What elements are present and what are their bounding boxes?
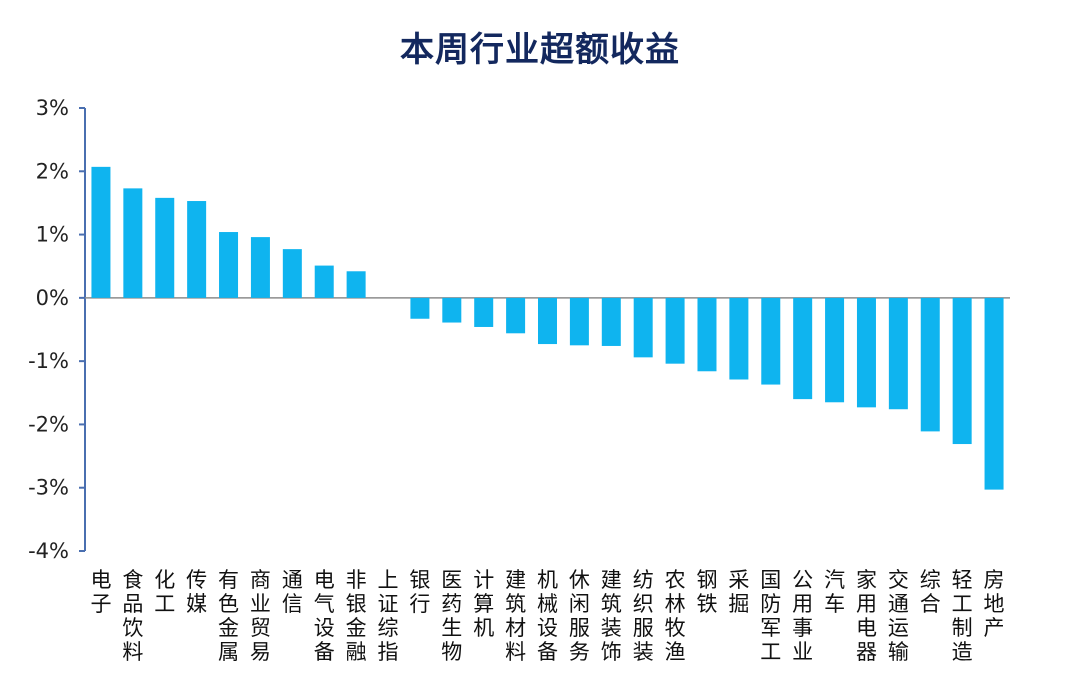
x-tick-label: 汽车: [824, 568, 845, 616]
x-tick-label: 食品饮料: [122, 568, 143, 664]
bar: [888, 297, 908, 410]
y-tick-label: -2%: [28, 412, 69, 436]
x-tick-label: 轻工制造: [952, 568, 973, 664]
y-tick-label: 0%: [36, 286, 69, 310]
bar: [250, 237, 270, 298]
y-tick-label: -3%: [28, 476, 69, 500]
x-tick-label: 房地产: [984, 568, 1005, 640]
bar: [825, 297, 845, 403]
x-tick-label: 上证综指: [378, 568, 399, 664]
bar: [91, 166, 111, 298]
bar: [761, 297, 781, 385]
bar: [601, 297, 621, 346]
x-tick-label: 传媒: [186, 568, 207, 616]
bar: [952, 297, 972, 445]
x-tick-label: 商业贸易: [250, 568, 271, 664]
x-tick-label: 化工: [154, 568, 175, 616]
bar: [569, 297, 589, 346]
bar: [123, 188, 143, 298]
bar: [314, 265, 334, 298]
bar: [474, 297, 494, 327]
x-tick-label: 休闲服务: [569, 568, 590, 664]
x-tick-label: 医药生物: [441, 568, 462, 664]
bar: [697, 297, 717, 372]
bar: [410, 297, 430, 319]
y-tick-label: 3%: [36, 96, 69, 120]
x-tick-label: 采掘: [728, 568, 749, 616]
y-tick-label: 1%: [36, 223, 69, 247]
x-tick-label: 计算机: [473, 568, 494, 640]
bar: [155, 197, 175, 298]
bar: [442, 297, 462, 323]
bar: [920, 297, 940, 432]
x-tick-label: 非银金融: [346, 568, 367, 664]
x-tick-label: 电子: [90, 568, 111, 616]
y-tick-label: -1%: [28, 349, 69, 373]
x-tick-label: 建筑装饰: [601, 568, 622, 664]
bar: [729, 297, 749, 380]
bar: [187, 201, 207, 298]
bar: [665, 297, 685, 364]
bar: [793, 297, 813, 400]
x-tick-label: 公用事业: [792, 568, 813, 664]
x-tick-label: 交通运输: [888, 568, 909, 664]
x-tick-label: 通信: [282, 568, 303, 616]
bar: [633, 297, 653, 358]
bar: [538, 297, 557, 345]
bar: [346, 271, 366, 298]
bar: [219, 232, 239, 298]
x-tick-label: 家用电器: [856, 568, 877, 664]
bar: [282, 249, 302, 298]
x-tick-label: 银行: [409, 568, 430, 616]
y-tick-label: -4%: [28, 539, 69, 563]
chart-title: 本周行业超额收益: [400, 30, 680, 70]
x-tick-label: 国防军工: [760, 568, 781, 664]
x-tick-label: 纺织服装: [633, 568, 654, 664]
x-tick-label: 电气设备: [314, 568, 335, 664]
x-tick-label: 有色金属: [218, 568, 239, 664]
bar: [984, 297, 1004, 490]
x-tick-label: 综合: [920, 568, 941, 616]
bar: [856, 297, 876, 408]
x-tick-label: 钢铁: [696, 568, 717, 616]
x-tick-label: 建筑材料: [505, 568, 526, 664]
bar: [506, 297, 526, 334]
x-tick-label: 机械设备: [537, 568, 558, 664]
x-tick-label: 农林牧渔: [665, 568, 686, 664]
y-tick-label: 2%: [36, 159, 69, 183]
